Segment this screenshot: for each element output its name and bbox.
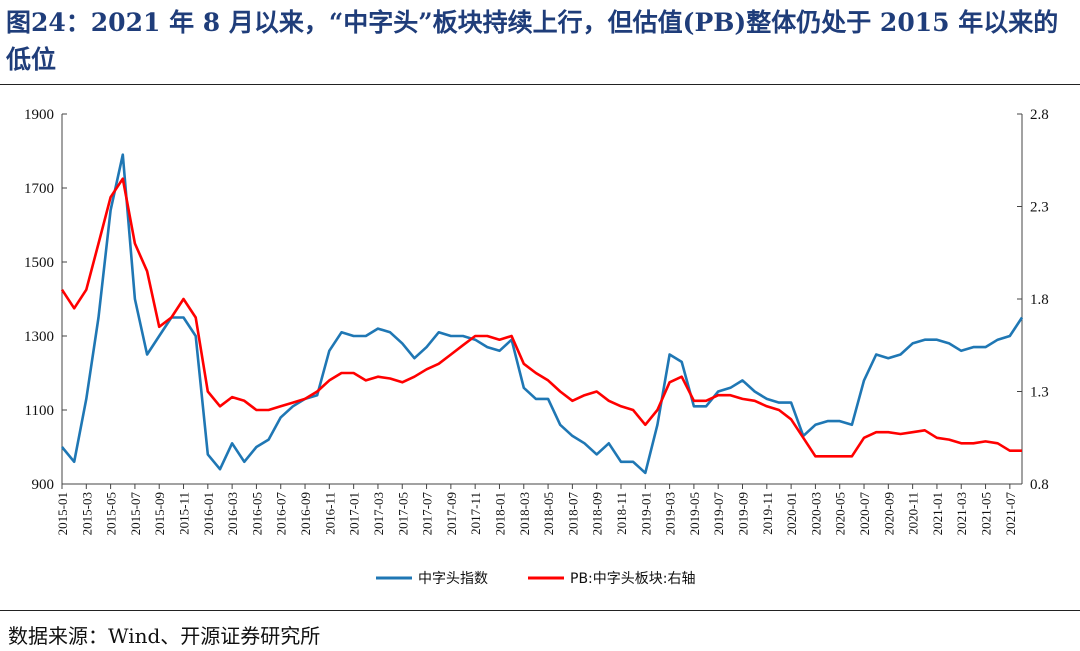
- legend-label-pb: PB:中字头板块:右轴: [570, 571, 695, 587]
- left-tick-label: 1900: [24, 107, 54, 123]
- x-tick-label: 2021-01: [930, 492, 945, 535]
- x-tick-label: 2017-05: [395, 492, 410, 535]
- x-tick-label: 2020-03: [808, 492, 823, 535]
- x-tick-label: 2019-03: [663, 492, 678, 535]
- legend: 中字头指数 PB:中字头板块:右轴: [376, 571, 695, 587]
- x-tick-label: 2016-03: [225, 492, 240, 535]
- x-tick-label: 2015-09: [152, 492, 167, 535]
- x-tick-label: 2020-09: [881, 492, 896, 535]
- x-tick-label: 2015-07: [128, 492, 143, 536]
- x-axis-ticks: 2015-01 2015-03 2015-05 2015-07 2015-09 2015-…: [55, 484, 1018, 535]
- x-tick-label: 2020-11: [906, 492, 921, 535]
- right-tick-label: 1.3: [1030, 385, 1049, 401]
- x-tick-label: 2021-05: [979, 492, 994, 535]
- x-tick-label: 2016-11: [322, 492, 337, 535]
- x-tick-label: 2018-03: [517, 492, 532, 535]
- x-tick-label: 2021-03: [954, 492, 969, 535]
- source-note: 数据来源：Wind、开源证券研究所: [8, 624, 321, 648]
- x-tick-label: 2019-11: [760, 492, 775, 535]
- x-tick-label: 2020-07: [857, 492, 872, 536]
- right-tick-label: 2.8: [1030, 107, 1049, 123]
- x-tick-label: 2017-03: [371, 492, 386, 535]
- x-tick-label: 2021-07: [1003, 492, 1018, 536]
- source-divider: [0, 610, 1080, 611]
- x-tick-label: 2017-11: [468, 492, 483, 535]
- left-tick-label: 1300: [24, 329, 54, 345]
- left-axis-ticks: 900 1100 1300 1500 1700 1900: [24, 107, 67, 493]
- right-tick-label: 1.8: [1030, 292, 1049, 308]
- x-tick-label: 2016-05: [249, 492, 264, 535]
- x-tick-label: 2016-07: [274, 492, 289, 536]
- right-axis-ticks: 0.8 1.3 1.8 2.3 2.8: [1017, 107, 1049, 493]
- series-lines: [60, 153, 1024, 475]
- left-tick-label: 1500: [24, 255, 54, 271]
- x-tick-label: 2015-01: [55, 492, 70, 535]
- x-tick-label: 2015-05: [104, 492, 119, 535]
- x-tick-label: 2015-03: [79, 492, 94, 535]
- x-tick-label: 2018-05: [541, 492, 556, 535]
- x-tick-label: 2020-05: [833, 492, 848, 535]
- x-tick-label: 2015-11: [177, 492, 192, 535]
- x-tick-label: 2017-07: [420, 492, 435, 536]
- series-line-index: [60, 153, 1024, 475]
- x-tick-label: 2018-11: [614, 492, 629, 535]
- x-tick-label: 2017-09: [444, 492, 459, 535]
- left-tick-label: 1700: [24, 181, 54, 197]
- x-tick-label: 2020-01: [784, 492, 799, 535]
- right-tick-label: 2.3: [1030, 200, 1049, 216]
- chart-title: 图24：2021 年 8 月以来，“中字头”板块持续上行，但估值(PB)整体仍处…: [6, 8, 1059, 74]
- x-tick-label: 2018-09: [590, 492, 605, 535]
- right-tick-label: 0.8: [1030, 477, 1049, 493]
- series-line-pb: [60, 177, 1022, 458]
- x-tick-label: 2017-01: [347, 492, 362, 535]
- left-tick-label: 1100: [25, 403, 54, 419]
- x-tick-label: 2019-01: [638, 492, 653, 535]
- x-tick-label: 2018-01: [492, 492, 507, 535]
- x-tick-label: 2016-01: [201, 492, 216, 535]
- x-tick-label: 2019-05: [687, 492, 702, 535]
- title-divider: [0, 84, 1080, 85]
- x-tick-label: 2019-09: [736, 492, 751, 535]
- x-tick-label: 2018-07: [565, 492, 580, 536]
- legend-label-index: 中字头指数: [418, 571, 488, 587]
- x-tick-label: 2019-07: [711, 492, 726, 536]
- left-tick-label: 900: [32, 477, 55, 493]
- x-tick-label: 2016-09: [298, 492, 313, 535]
